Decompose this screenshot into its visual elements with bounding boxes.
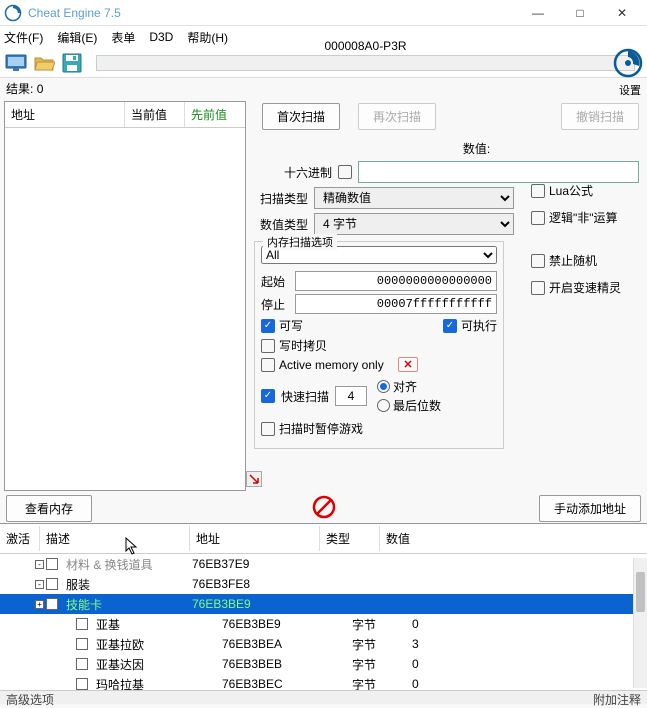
menu-d3d[interactable]: D3D [149,30,173,44]
view-memory-button[interactable]: 查看内存 [6,495,92,522]
settings-label[interactable]: 设置 [619,82,641,98]
process-name: 000008A0-P3R [324,39,406,53]
pause-checkbox[interactable] [261,422,275,436]
table-row[interactable]: 亚基76EB3BE9字节0 [0,614,647,634]
row-active-checkbox[interactable] [76,678,88,690]
memory-scan-options: 内存扫描选项 All 起始 停止 可写 可执行 写时拷贝 Active memo… [254,241,504,449]
hex-checkbox[interactable] [338,165,352,179]
value-type-label: 数值类型 [254,216,308,233]
row-active-checkbox[interactable] [46,578,58,590]
menu-table[interactable]: 表单 [111,29,135,46]
align-radio[interactable] [377,380,390,393]
col-value[interactable]: 数值 [380,526,647,551]
menu-edit[interactable]: 编辑(E) [57,29,97,46]
first-scan-button[interactable]: 首次扫描 [262,103,340,130]
table-row[interactable]: -材料 & 换钱道具76EB37E9 [0,554,647,574]
app-icon [4,4,22,22]
stop-address-input[interactable] [295,294,497,314]
scan-type-select[interactable]: 精确数值 [314,187,514,209]
minimize-button[interactable]: — [517,0,559,26]
row-active-checkbox[interactable] [76,638,88,650]
col-active[interactable]: 激活 [0,526,40,551]
menu-help[interactable]: 帮助(H) [187,29,228,46]
window-title: Cheat Engine 7.5 [28,6,517,20]
no-symbol-icon [312,495,336,522]
statusbar: 高级选项 附加注释 [0,690,647,704]
row-active-checkbox[interactable] [46,558,58,570]
process-progress: 000008A0-P3R [96,55,635,71]
save-icon[interactable] [60,51,84,75]
row-active-checkbox[interactable] [76,658,88,670]
lastdigits-radio[interactable] [377,399,390,412]
scan-panel: 首次扫描 再次扫描 撤销扫描 数值: 十六进制 扫描类型 精确数值 数值类型 4… [246,99,647,493]
select-process-icon[interactable] [4,51,28,75]
hex-label: 十六进制 [284,164,332,181]
start-address-input[interactable] [295,271,497,291]
undo-scan-button: 撤销扫描 [561,103,639,130]
row-active-checkbox[interactable] [76,618,88,630]
col-desc[interactable]: 描述 [40,526,190,551]
lua-checkbox[interactable] [531,184,545,198]
add-address-button[interactable]: 手动添加地址 [539,495,641,522]
status-right[interactable]: 附加注释 [593,691,641,704]
table-row[interactable]: -服装76EB3FE8 [0,574,647,594]
fast-scan-value[interactable] [335,386,367,406]
speedhack-checkbox[interactable] [531,281,545,295]
writable-checkbox[interactable] [261,319,275,333]
status-left[interactable]: 高级选项 [6,691,54,704]
scan-type-label: 扫描类型 [254,190,308,207]
row-active-checkbox[interactable] [46,598,58,610]
logic-not-checkbox[interactable] [531,211,545,225]
expand-arrow-button[interactable] [246,471,262,487]
col-previous[interactable]: 先前值 [185,102,245,127]
open-icon[interactable] [32,51,56,75]
close-button[interactable]: ✕ [601,0,643,26]
active-memory-checkbox[interactable] [261,358,275,372]
clear-icon[interactable]: ✕ [398,357,417,372]
col-addr[interactable]: 地址 [190,526,320,551]
results-list: 地址 当前值 先前值 [4,101,246,491]
col-address[interactable]: 地址 [5,102,125,127]
maximize-button[interactable]: □ [559,0,601,26]
results-count: 结果: 0 [0,78,647,99]
cow-checkbox[interactable] [261,339,275,353]
toolbar: 000008A0-P3R [0,48,647,78]
menu-file[interactable]: 文件(F) [4,29,43,46]
fast-scan-checkbox[interactable] [261,389,275,403]
col-type[interactable]: 类型 [320,526,380,551]
table-scrollbar[interactable] [633,558,647,688]
table-row[interactable]: +技能卡76EB3BE9 [0,594,647,614]
titlebar: Cheat Engine 7.5 — □ ✕ [0,0,647,26]
value-label: 数值: [463,140,490,157]
col-current[interactable]: 当前值 [125,102,185,127]
table-row[interactable]: 亚基拉欧76EB3BEA字节3 [0,634,647,654]
table-row[interactable]: 亚基达因76EB3BEB字节0 [0,654,647,674]
no-random-checkbox[interactable] [531,254,545,268]
next-scan-button: 再次扫描 [358,103,436,130]
executable-checkbox[interactable] [443,319,457,333]
address-table: 激活 描述 地址 类型 数值 -材料 & 换钱道具76EB37E9-服装76EB… [0,523,647,694]
value-type-select[interactable]: 4 字节 [314,213,514,235]
